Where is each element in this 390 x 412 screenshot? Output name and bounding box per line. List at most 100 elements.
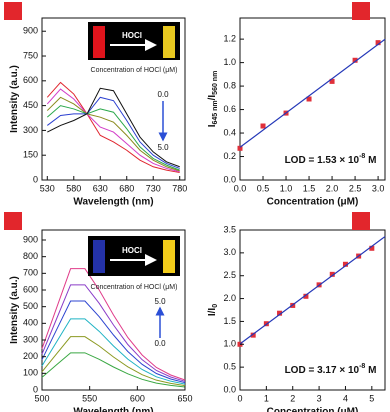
spectrum-line xyxy=(41,300,186,384)
y-tick-label: 400 xyxy=(23,318,38,328)
y-tick-label: 0.2 xyxy=(223,151,236,161)
x-tick-label: 2.0 xyxy=(326,183,339,193)
inset-a: HOCl Concentration of HOCl (μM) 0.0 5.0 xyxy=(88,22,180,152)
data-point xyxy=(250,332,256,338)
x-axis-label: Concentration (μM) xyxy=(267,407,359,412)
y-tick-label: 1.2 xyxy=(223,34,236,44)
fit-line xyxy=(239,38,386,148)
spectrum-line xyxy=(46,81,180,174)
text-part: LOD = 3.17 × 10 xyxy=(285,365,360,376)
y-axis-label: I/I0 xyxy=(207,304,220,316)
y-tick-label: 0.5 xyxy=(223,362,236,372)
x-tick-label: 3 xyxy=(317,393,322,403)
text-part: M xyxy=(365,155,376,166)
y-tick-label: 150 xyxy=(23,150,38,160)
x-tick-label: 5 xyxy=(369,393,374,403)
data-point xyxy=(375,40,381,46)
panel-badge xyxy=(4,2,22,20)
inset-caption: Concentration of HOCl (μM) xyxy=(91,67,178,74)
y-tick-label: 1.0 xyxy=(223,57,236,67)
end-label: 5.0 xyxy=(154,297,166,306)
x-tick-label: 1 xyxy=(264,393,269,403)
data-point xyxy=(369,245,375,251)
y-tick-label: 0.6 xyxy=(223,104,236,114)
data-point xyxy=(342,261,348,267)
spectrum-line xyxy=(41,352,186,388)
data-point xyxy=(352,57,358,63)
x-tick-label: 0 xyxy=(237,393,242,403)
text-part: LOD = 1.53 × 10 xyxy=(285,155,360,166)
plot-frame xyxy=(239,229,386,391)
y-tick-label: 3.5 xyxy=(223,224,236,234)
y-tick-label: 0.0 xyxy=(223,384,236,394)
x-tick-label: 1.0 xyxy=(280,183,293,193)
data-point xyxy=(237,145,243,151)
y-axis-label: Intensity (a.u.) xyxy=(9,65,20,133)
x-tick-label: 730 xyxy=(146,183,161,193)
inset-text: HOCl xyxy=(122,246,142,255)
y-tick-label: 0.4 xyxy=(223,127,236,137)
plot-frame xyxy=(239,17,386,181)
vial xyxy=(163,26,175,58)
panel-badge xyxy=(4,212,22,230)
spectrum-line xyxy=(41,336,186,387)
end-label: 5.0 xyxy=(157,143,169,152)
y-tick-label: 0.8 xyxy=(223,80,236,90)
lod-annotation: LOD = 3.17 × 10-8 M xyxy=(285,363,377,375)
x-tick-label: 650 xyxy=(177,393,192,403)
start-label: 0.0 xyxy=(157,90,169,99)
text-part: /I xyxy=(207,95,218,101)
vial xyxy=(93,240,105,273)
spectrum-line xyxy=(41,268,186,381)
x-tick-label: 530 xyxy=(40,183,55,193)
x-tick-label: 0.5 xyxy=(257,183,270,193)
plot-frame xyxy=(41,229,186,391)
plot-frame xyxy=(41,17,186,181)
x-axis-label: Concentration (μM) xyxy=(267,197,359,208)
data-point xyxy=(260,123,266,129)
data-point xyxy=(306,96,312,102)
y-tick-label: 700 xyxy=(23,268,38,278)
start-label: 0.0 xyxy=(154,339,166,348)
x-tick-label: 600 xyxy=(130,393,145,403)
y-tick-label: 2.0 xyxy=(223,293,236,303)
text-part: M xyxy=(365,365,376,376)
y-tick-label: 600 xyxy=(23,75,38,85)
vial xyxy=(93,26,105,58)
text-part: 0 xyxy=(212,304,219,308)
spectrum-line xyxy=(46,96,180,169)
lod-annotation: LOD = 1.53 × 10-8 M xyxy=(285,153,377,165)
y-tick-label: 100 xyxy=(23,368,38,378)
y-axis-label: I645 nm/I560 nm xyxy=(207,71,220,128)
fit-line xyxy=(239,236,386,345)
vial xyxy=(163,240,175,273)
text-part: -8 xyxy=(359,153,365,160)
y-tick-label: 1.0 xyxy=(223,339,236,349)
x-tick-label: 780 xyxy=(172,183,187,193)
data-point xyxy=(303,293,309,299)
data-point xyxy=(329,78,335,84)
spectrum-line xyxy=(46,105,180,171)
y-axis-label: Intensity (a.u.) xyxy=(9,276,20,344)
text-part: 645 nm xyxy=(212,100,219,124)
y-tick-label: 200 xyxy=(23,351,38,361)
x-tick-label: 3.0 xyxy=(372,183,385,193)
inset-caption: Concentration of HOCl (μM) xyxy=(91,284,178,291)
x-tick-label: 680 xyxy=(119,183,134,193)
spectrum-line xyxy=(47,87,180,168)
spectrum-line xyxy=(41,318,186,385)
x-tick-label: 4 xyxy=(343,393,348,403)
inset-c: HOCl Concentration of HOCl (μM) 5.0 0.0 xyxy=(88,236,180,348)
panel-badge xyxy=(352,212,370,230)
x-tick-label: 580 xyxy=(66,183,81,193)
data-point xyxy=(277,310,283,316)
x-axis-label: Wavelength (nm) xyxy=(73,197,153,208)
spectrum-line xyxy=(41,284,186,382)
text-part: I/I xyxy=(207,308,218,317)
y-tick-label: 800 xyxy=(23,251,38,261)
x-tick-label: 0.0 xyxy=(234,183,247,193)
x-tick-label: 2.5 xyxy=(349,183,362,193)
x-tick-label: 630 xyxy=(93,183,108,193)
x-tick-label: 1.5 xyxy=(303,183,316,193)
text-part: 560 nm xyxy=(212,71,219,95)
